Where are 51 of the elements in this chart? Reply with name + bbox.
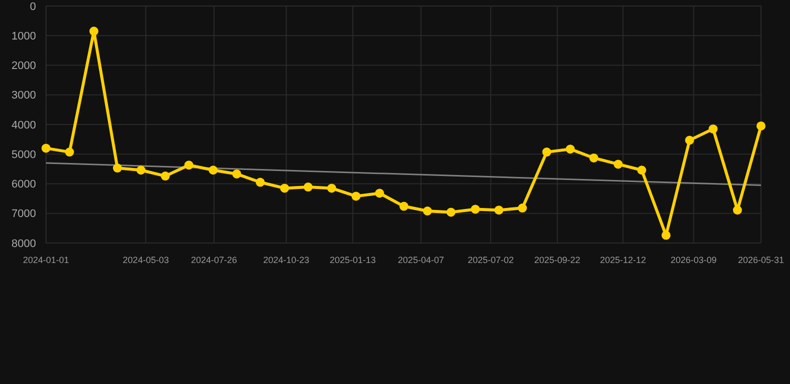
x-tick-label: 2024-07-26 — [190, 255, 238, 265]
x-tick-label: 2026-05-31 — [738, 255, 784, 265]
x-tick-label: 2025-01-13 — [330, 255, 376, 265]
point — [614, 160, 623, 169]
y-tick-label: 6000 — [12, 178, 36, 191]
point — [756, 121, 766, 130]
x-tick-label: 2025-07-02 — [468, 255, 514, 265]
point — [542, 148, 552, 157]
point — [112, 164, 122, 173]
x-tick-label: 2025-12-12 — [600, 255, 646, 265]
point — [352, 192, 361, 201]
point — [280, 184, 290, 193]
y-tick-label: 1000 — [12, 30, 36, 42]
point — [518, 204, 527, 213]
point — [160, 172, 170, 181]
point — [494, 206, 504, 215]
point — [89, 26, 98, 36]
point — [327, 184, 336, 193]
y-tick-label: 3000 — [12, 90, 36, 102]
x-tick-label: 2024-05-03 — [122, 255, 169, 265]
point — [42, 144, 50, 153]
x-tick-label: 2024-10-23 — [263, 255, 310, 265]
y-tick-label: 2000 — [12, 60, 36, 72]
point — [566, 144, 575, 154]
y-tick-label: 0 — [30, 0, 36, 13]
point — [422, 206, 432, 216]
y-tick-label: 4000 — [12, 119, 36, 132]
point — [662, 230, 671, 240]
point — [256, 178, 265, 187]
point — [375, 188, 384, 198]
point — [65, 148, 74, 157]
y-tick-label: 7000 — [12, 208, 36, 220]
point — [232, 169, 242, 178]
point — [470, 204, 480, 214]
point — [184, 160, 194, 170]
point — [685, 136, 694, 145]
y-tick-label: 5000 — [12, 148, 36, 161]
x-tick-label: 2025-09-22 — [534, 255, 580, 265]
point — [708, 124, 718, 134]
x-tick-label: 2026-03-09 — [670, 255, 717, 265]
point — [208, 166, 218, 175]
point — [732, 206, 742, 215]
point — [637, 166, 646, 175]
point — [136, 166, 146, 175]
x-tick-label: 2025-04-07 — [398, 255, 444, 265]
point — [589, 153, 598, 162]
point — [304, 182, 313, 192]
y-tick-label: 8000 — [12, 238, 36, 250]
point — [399, 202, 408, 211]
point — [446, 208, 456, 217]
x-tick-label: 2024-01-01 — [22, 255, 70, 265]
